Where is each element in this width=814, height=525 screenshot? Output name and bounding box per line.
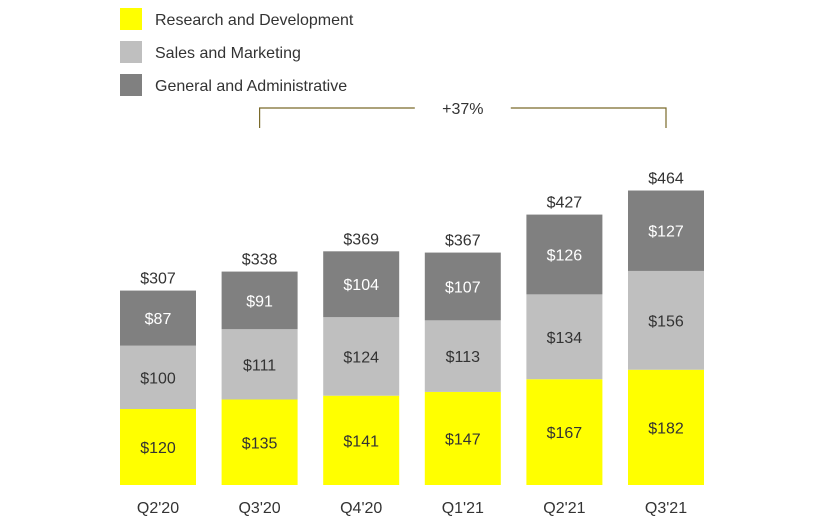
data-label-general-and-administrative-q4-20: $104 [343,277,379,294]
total-label-q3-20: $338 [242,252,278,269]
bar-segment-general-and-administrative-q2-20 [120,290,196,346]
data-label-sales-and-marketing-q2-21: $134 [547,330,583,347]
data-label-research-and-development-q3-21: $182 [648,420,684,437]
legend-label-general-and-administrative: General and Administrative [155,78,347,95]
data-label-sales-and-marketing-q3-21: $156 [648,313,684,330]
bar-segment-sales-and-marketing-q2-21 [526,294,603,380]
x-tick-label-q1-21: Q1'21 [442,500,484,517]
total-label-q2-21: $427 [547,195,583,212]
data-label-general-and-administrative-q3-21: $127 [648,224,684,241]
data-label-sales-and-marketing-q2-20: $100 [140,370,176,387]
legend-swatch-sales-and-marketing [120,41,142,63]
x-tick-label-q3-21: Q3'21 [645,500,687,517]
bar-segment-sales-and-marketing-q3-21 [628,270,704,370]
data-label-general-and-administrative-q1-21: $107 [445,279,481,296]
data-label-research-and-development-q2-21: $167 [547,425,583,442]
legend-label-research-and-development: Research and Development [155,12,354,29]
legend-swatch-research-and-development [120,8,142,30]
total-label-q1-21: $367 [445,233,481,250]
bar-segment-sales-and-marketing-q2-20 [120,345,196,410]
bar-segment-research-and-development-q2-21 [526,379,603,485]
x-axis: Q2'20 Q3'20 Q4'20 Q1'21 Q2'21 Q3'21 [137,500,687,517]
bar-segment-research-and-development-q3-20 [221,399,298,485]
total-label-q4-20: $369 [343,231,379,248]
growth-annotation: +37% [259,101,667,128]
bar-segment-general-and-administrative-q3-21 [628,190,704,271]
data-label-general-and-administrative-q2-20: $87 [145,311,172,328]
data-label-research-and-development-q2-20: $120 [140,440,176,457]
bar-segment-sales-and-marketing-q4-20 [323,317,400,396]
legend-label-sales-and-marketing: Sales and Marketing [155,45,301,62]
bar-segment-general-and-administrative-q2-21 [526,214,603,295]
bars: $120 $100 $87 $307 $135 $111 $91 $338 $141 $124 $1… [120,171,704,485]
bar-segment-general-and-administrative-q1-21 [424,252,501,321]
data-label-sales-and-marketing-q3-20: $111 [243,357,276,374]
x-tick-label-q2-21: Q2'21 [543,500,585,517]
growth-bracket-left [259,107,415,128]
bar-segment-sales-and-marketing-q1-21 [424,320,501,392]
data-label-research-and-development-q4-20: $141 [343,433,379,450]
data-label-research-and-development-q1-21: $147 [445,431,481,448]
x-tick-label-q4-20: Q4'20 [340,500,382,517]
data-label-research-and-development-q3-20: $135 [242,435,278,452]
data-label-sales-and-marketing-q1-21: $113 [446,349,481,366]
legend-swatch-general-and-administrative [120,74,142,96]
x-tick-label-q2-20: Q2'20 [137,500,179,517]
bar-segment-sales-and-marketing-q3-20 [221,329,298,400]
total-label-q3-21: $464 [648,171,684,188]
x-tick-label-q3-20: Q3'20 [238,500,280,517]
data-label-sales-and-marketing-q4-20: $124 [343,349,379,366]
bar-segment-research-and-development-q2-20 [120,409,196,485]
growth-bracket-right [510,107,667,128]
total-label-q2-20: $307 [140,271,176,288]
bar-segment-general-and-administrative-q4-20 [323,251,400,318]
data-label-general-and-administrative-q3-20: $91 [246,293,273,310]
bar-segment-research-and-development-q1-21 [424,391,501,485]
bar-segment-general-and-administrative-q3-20 [221,271,298,330]
legend: Research and Development Sales and Market… [120,8,354,96]
growth-label: +37% [442,101,483,118]
data-label-general-and-administrative-q2-21: $126 [547,247,583,264]
bar-segment-research-and-development-q4-20 [323,395,400,485]
bar-segment-research-and-development-q3-21 [628,369,704,485]
